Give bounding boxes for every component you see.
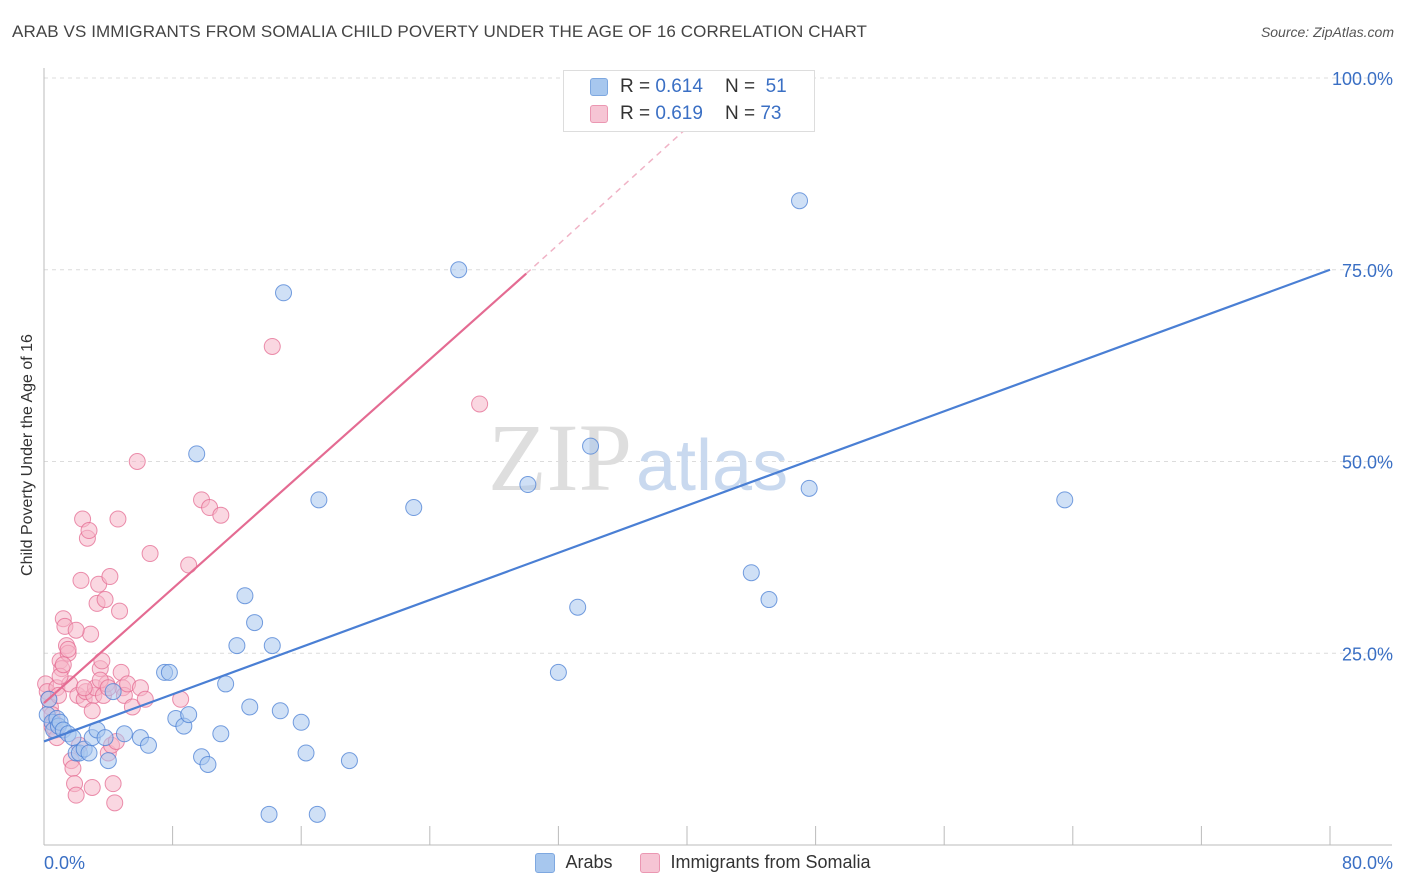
arabs-r-label: R = (620, 76, 651, 97)
x-tick-min: 0.0% (44, 853, 86, 873)
arabs-point (760, 591, 778, 609)
legend-somalia-label: Immigrants from Somalia (670, 852, 871, 872)
arabs-point (217, 675, 235, 693)
legend-somalia-swatch (640, 852, 661, 873)
watermark-zip: ZIP (488, 404, 632, 511)
arabs-point (188, 445, 206, 463)
arabs-point (228, 637, 246, 655)
arabs-point (139, 736, 157, 754)
somalia-r-value: 0.619 (655, 103, 703, 124)
arabs-point (340, 752, 358, 770)
somalia-point (67, 621, 85, 639)
arabs-point (99, 752, 117, 770)
somalia-point (109, 510, 127, 528)
grid-lines (44, 77, 1392, 654)
somalia-point (67, 786, 85, 804)
source-label: Source: ZipAtlas.com (1260, 24, 1394, 40)
arabs-point (263, 637, 281, 655)
arabs-point (308, 805, 326, 823)
legend-item-arabs[interactable]: Arabs (535, 852, 612, 873)
arabs-point (260, 805, 278, 823)
somalia-r-label: R = (620, 103, 651, 124)
arabs-n-label: N = (724, 76, 756, 97)
arabs-point (275, 284, 293, 302)
arabs-point (569, 598, 587, 616)
arabs-point (310, 491, 328, 509)
somalia-trend-line (43, 272, 527, 704)
arabs-point (212, 725, 230, 743)
y-tick-labels: 25.0% 50.0% 75.0% 100.0% (1332, 69, 1393, 664)
somalia-swatch (590, 105, 608, 123)
watermark-atlas: atlas (636, 426, 788, 506)
arabs-point (292, 713, 310, 731)
arabs-point (800, 479, 818, 497)
somalia-point (83, 778, 101, 796)
series-legend: Arabs Immigrants from Somalia (0, 852, 1406, 873)
arabs-point (791, 192, 809, 210)
y-tick-label-100: 100.0% (1332, 69, 1393, 89)
arabs-point (1056, 491, 1074, 509)
legend-arabs-label: Arabs (565, 852, 613, 872)
x-tick-max: 80.0% (1341, 853, 1393, 873)
arabs-point (199, 755, 217, 773)
arabs-point (180, 706, 198, 724)
watermark: ZIP atlas (488, 404, 788, 511)
somalia-point (104, 775, 122, 793)
somalia-point (212, 506, 230, 524)
y-tick-label-50: 50.0% (1342, 453, 1393, 473)
arabs-point (104, 683, 122, 701)
arabs-point (115, 725, 133, 743)
arabs-point (241, 698, 259, 716)
arabs-point (297, 744, 315, 762)
somalia-point (96, 591, 114, 609)
somalia-point (72, 571, 90, 589)
arabs-point (549, 663, 567, 681)
somalia-n-value: 73 (760, 103, 782, 124)
somalia-point (83, 702, 101, 720)
somalia-point (54, 656, 72, 674)
trend-lines (43, 127, 1331, 743)
somalia-point (82, 625, 100, 643)
arabs-point (405, 499, 423, 517)
arabs-point (96, 729, 114, 747)
somalia-point (59, 640, 77, 658)
somalia-point (80, 522, 98, 540)
arabs-point (271, 702, 289, 720)
arabs-point (160, 663, 178, 681)
somalia-point (106, 794, 124, 812)
arabs-point (80, 744, 98, 762)
y-tick-label-25: 25.0% (1342, 644, 1393, 664)
arabs-n-value: 51 (765, 76, 787, 97)
legend-arabs-swatch (535, 852, 556, 873)
arabs-point (742, 564, 760, 582)
arabs-trend-line (43, 268, 1331, 743)
somalia-point (263, 337, 281, 355)
somalia-point (111, 602, 129, 620)
series-arabs-points (38, 192, 1074, 823)
somalia-point (471, 395, 489, 413)
arabs-r-value: 0.614 (655, 76, 703, 97)
arabs-point (450, 261, 468, 279)
legend-row-arabs: R = 0.614 N = 51 (590, 75, 787, 99)
series-somalia-points (37, 337, 489, 812)
correlation-legend: R = 0.614 N = 51 R = 0.619 N = 73 (563, 70, 815, 132)
somalia-point (75, 679, 93, 697)
arabs-point (236, 587, 254, 605)
arabs-point (582, 437, 600, 455)
chart-title: ARAB VS IMMIGRANTS FROM SOMALIA CHILD PO… (12, 22, 867, 41)
somalia-point (101, 568, 119, 586)
somalia-point (64, 759, 82, 777)
arabs-point (519, 476, 537, 494)
somalia-point (141, 545, 159, 563)
somalia-point (128, 453, 146, 470)
arabs-swatch (590, 78, 608, 96)
somalia-trend-extension (525, 127, 688, 275)
y-tick-label-75: 75.0% (1342, 261, 1393, 281)
arabs-point (246, 614, 264, 632)
axes (43, 68, 1392, 846)
legend-item-somalia[interactable]: Immigrants from Somalia (640, 852, 871, 873)
somalia-n-label: N = (724, 103, 756, 124)
legend-row-somalia: R = 0.619 N = 73 (590, 102, 781, 126)
